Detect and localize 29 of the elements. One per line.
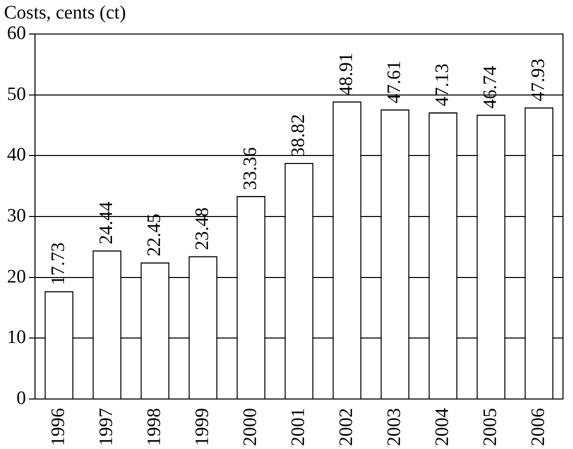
data-label: 38.82 <box>288 114 309 157</box>
x-tick-label: 2006 <box>528 408 549 446</box>
x-tick-label: 1997 <box>96 408 117 446</box>
data-label: 47.61 <box>384 60 405 104</box>
data-label: 17.73 <box>48 242 69 286</box>
y-tick-label: 30 <box>7 205 26 226</box>
y-tick-label: 60 <box>7 22 26 44</box>
y-tick-label: 50 <box>7 84 26 105</box>
data-label: 24.44 <box>96 201 117 244</box>
data-label: 22.45 <box>144 214 165 256</box>
data-label: 47.13 <box>432 64 453 106</box>
x-tick-label: 1999 <box>192 408 213 446</box>
y-tick-label: 40 <box>7 144 26 166</box>
x-tick-label: 2000 <box>240 408 261 446</box>
y-tick-label: 10 <box>7 327 26 348</box>
x-tick-label: 2002 <box>336 408 357 446</box>
x-tick-label: 2003 <box>384 408 405 446</box>
data-label: 23.48 <box>192 207 213 250</box>
x-tick-label: 2004 <box>432 408 453 446</box>
y-tick-label: 0 <box>16 388 26 409</box>
y-axis-title: Costs, cents (ct) <box>4 2 126 24</box>
x-tick-label: 1998 <box>144 408 165 446</box>
data-label: 48.91 <box>336 52 357 96</box>
x-tick-label: 1996 <box>48 408 69 446</box>
data-label: 33.36 <box>240 147 261 190</box>
data-label: 46.74 <box>480 65 501 109</box>
x-tick-label: 2001 <box>288 408 309 446</box>
y-tick-label: 20 <box>7 266 26 288</box>
x-tick-label: 2005 <box>480 408 501 446</box>
